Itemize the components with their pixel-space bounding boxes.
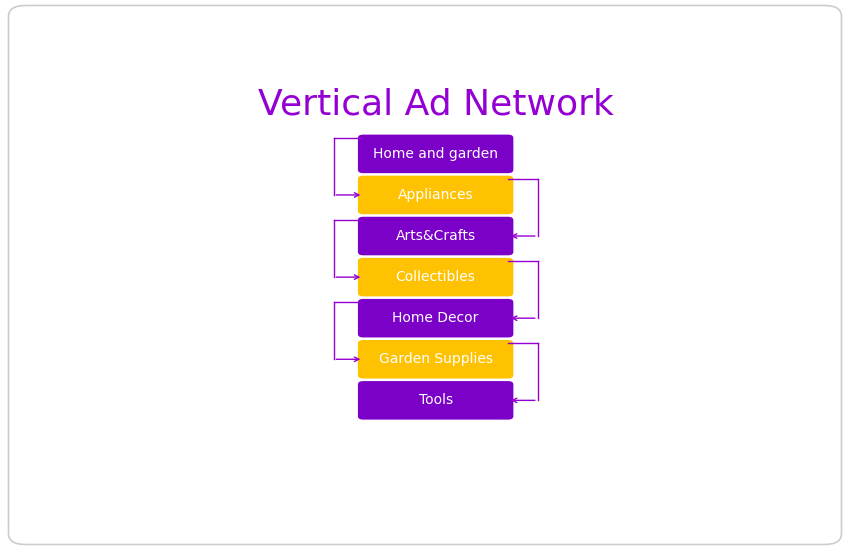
Text: Appliances: Appliances <box>398 188 473 202</box>
FancyBboxPatch shape <box>358 258 513 296</box>
FancyBboxPatch shape <box>358 299 513 338</box>
FancyBboxPatch shape <box>358 340 513 378</box>
FancyBboxPatch shape <box>358 135 513 173</box>
Text: Collectibles: Collectibles <box>396 270 475 284</box>
Text: Home Decor: Home Decor <box>393 311 479 325</box>
Text: Home and garden: Home and garden <box>373 147 498 161</box>
FancyBboxPatch shape <box>358 175 513 214</box>
FancyBboxPatch shape <box>358 217 513 255</box>
Text: Arts&Crafts: Arts&Crafts <box>395 229 476 243</box>
Text: Tools: Tools <box>418 393 453 408</box>
Text: Garden Supplies: Garden Supplies <box>378 352 493 366</box>
FancyBboxPatch shape <box>358 381 513 420</box>
Text: Vertical Ad Network: Vertical Ad Network <box>258 87 614 121</box>
